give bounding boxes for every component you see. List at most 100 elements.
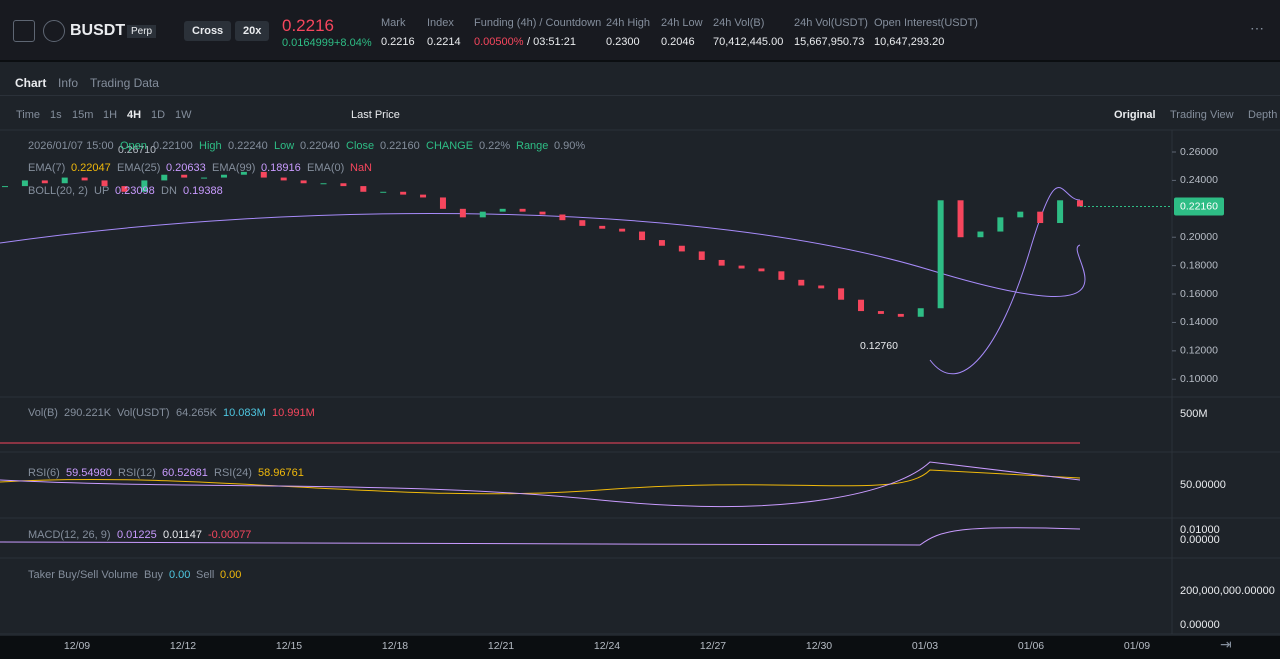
legend-item: High [199,140,222,152]
margin-mode[interactable]: Cross [184,21,232,41]
stat-label: 24h High [606,17,651,29]
price-type[interactable]: Last Price [351,109,400,121]
stat-value: 0.2216 [381,36,415,48]
view[interactable]: Trading View [1170,109,1234,121]
y-tick-label: 0.24000 [1180,174,1218,186]
candle [201,177,208,179]
candle [240,171,247,175]
candle [639,231,646,241]
legend-item: 0.22100 [153,140,193,152]
favorite[interactable] [13,20,35,42]
legend-item: 0.90% [554,140,586,152]
tab[interactable]: Trading Data [90,76,159,90]
legend-item: RSI(6) [28,467,60,479]
legend-item: 0.01225 [117,529,157,541]
candle [380,191,387,193]
tab[interactable]: Chart [15,76,47,90]
legend-item: BOLL(20, 2) [28,185,88,197]
legend-item: RSI(24) [214,467,252,479]
legend-item: EMA(25) [117,162,161,174]
legend-item: Open [120,140,147,152]
candle [897,313,904,317]
candle [420,194,427,198]
candle [917,308,924,317]
interval[interactable]: 1s [50,109,62,121]
legend-item: Vol(USDT) [117,407,170,419]
stat-value: 70,412,445.00 [713,36,784,48]
stat-label: Mark [381,17,406,29]
axis-label: 0.00000 [1180,534,1220,546]
candle [698,251,705,260]
stat-value: 15,667,950.73 [794,36,865,48]
interval[interactable]: 15m [72,109,94,121]
axis-label: 0.01000 [1180,524,1220,536]
candle [21,180,28,187]
interval[interactable]: 1W [175,109,192,121]
scroll-end[interactable]: ⇥ [1220,636,1232,652]
view[interactable]: Depth [1248,109,1278,121]
candle [2,186,8,188]
legend-item: 0.22160 [380,140,420,152]
candle [997,217,1004,232]
legend-item: 59.54980 [66,467,112,479]
stat-label: Open Interest(USDT) [874,17,978,29]
legend-item: 64.265K [176,407,217,419]
x-tick-label: 12/30 [806,640,832,652]
stat-value: 0.2046 [661,36,695,48]
legend-item: 0.22047 [71,162,111,174]
y-tick-label: 0.26000 [1180,146,1218,158]
legend-item: DN [161,185,177,197]
legend-item: 2026/01/07 15:00 [28,140,114,152]
legend-item: CHANGE [426,140,474,152]
legend-item: EMA(7) [28,162,66,174]
legend-item: Taker Buy/Sell Volume [28,569,139,581]
interval[interactable]: Time [16,109,41,121]
symbol[interactable]: BUSDT [70,22,126,39]
more[interactable]: ⋯ [1250,20,1264,36]
y-tick-label: 0.10000 [1180,373,1218,385]
interval[interactable]: 1H [103,109,118,121]
stat-label: 24h Low [661,17,703,29]
view[interactable]: Original [1114,109,1156,121]
stat-value: 0.00500% [474,36,524,48]
candle [459,208,466,218]
candle [738,265,745,269]
legend-item: NaN [350,162,373,174]
x-tick-label: 01/06 [1018,640,1044,652]
interval[interactable]: 1D [151,109,166,121]
candle [977,231,984,238]
candle [599,225,606,229]
y-tick-label: 0.20000 [1180,231,1218,243]
change-abs: 0.0164999 [282,37,334,49]
x-tick-label: 12/15 [276,640,302,652]
chart-panel [0,62,1280,636]
x-tick-label: 12/27 [700,640,726,652]
change-pct: +8.04% [334,37,372,49]
candle [877,311,884,314]
candle [579,220,586,226]
x-tick-label: 01/03 [912,640,938,652]
legend-item: 0.19388 [183,185,223,197]
candle [619,228,626,232]
axis-label: 500M [1180,408,1208,420]
x-tick-label: 01/09 [1124,640,1150,652]
candle [360,186,367,192]
last-price: 0.2216 [282,16,334,35]
candle [81,177,88,181]
legend-item: 0.01147 [163,529,202,541]
legend-item: 0.22040 [300,140,340,152]
legend-item: RSI(12) [118,467,156,479]
tab[interactable]: Info [58,76,79,90]
legend-item: 0.23098 [115,185,155,197]
candle [61,177,68,184]
min-label: 0.12760 [860,340,898,352]
interval[interactable]: 4H [127,109,142,121]
candle [41,180,48,184]
legend-item: Range [516,140,549,152]
legend-item: 10.083M [223,407,266,419]
candle [658,240,665,246]
stat-extra: / 03:51:21 [527,36,576,48]
candle [1057,200,1064,224]
leverage[interactable]: 20x [235,21,270,41]
